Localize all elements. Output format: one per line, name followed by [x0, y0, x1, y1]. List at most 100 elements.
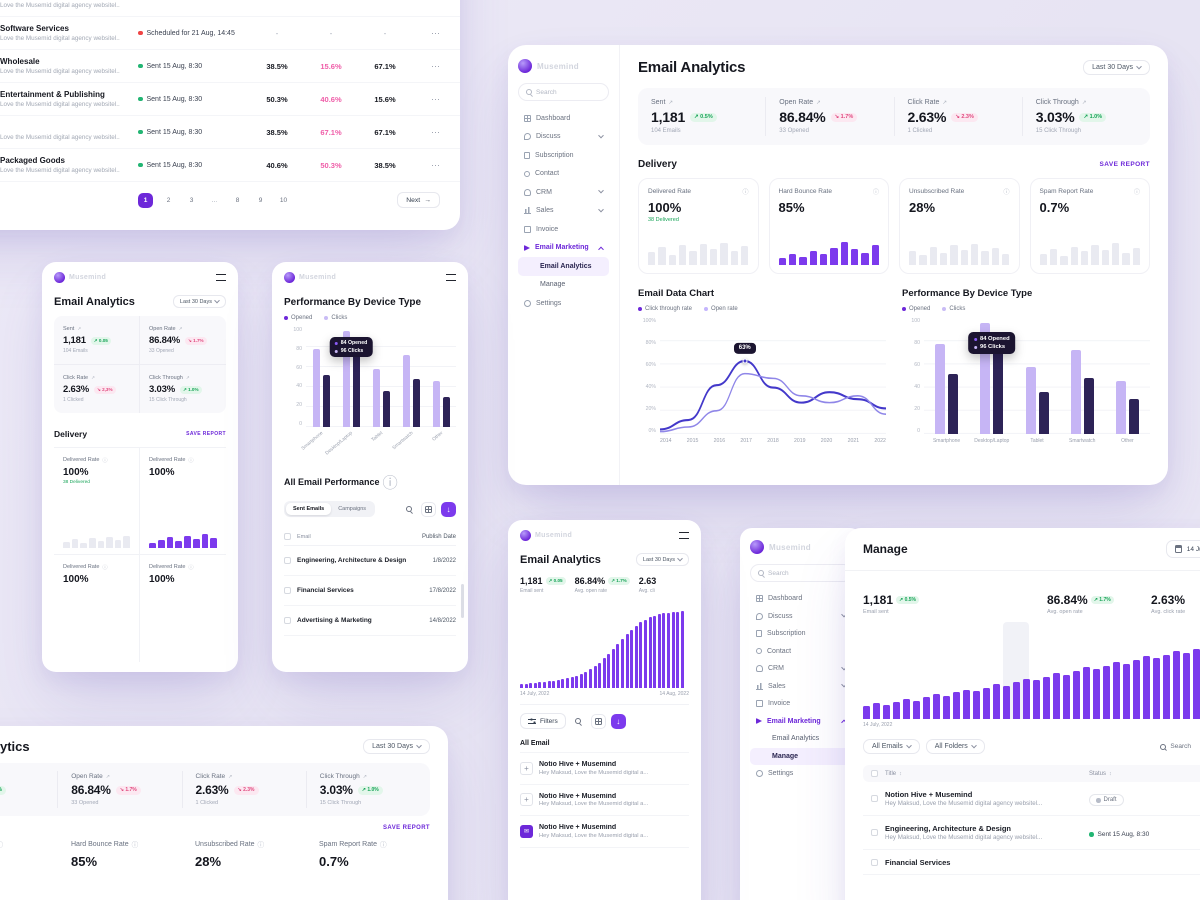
scrollbar[interactable] [461, 584, 464, 618]
page-button-10[interactable]: 10 [276, 193, 291, 208]
period-dropdown[interactable]: Last 30 Days [363, 739, 430, 754]
sidebar-item-discuss[interactable]: Discuss [518, 128, 609, 147]
email-list-item[interactable]: + Notio Hive + Musemind Hey Maksud, Love t… [520, 785, 689, 816]
period-dropdown[interactable]: Last 30 Days [1083, 60, 1150, 75]
sidebar-item-dashboard[interactable]: Dashboard [518, 109, 609, 128]
stat-click-rate: Click Rate ↗ 2.63% ↘ 2.3% 1 Clicked [181, 771, 306, 808]
y-tick: 60 [296, 364, 302, 371]
hamburger-menu-icon[interactable] [446, 274, 456, 281]
bar-plot-area: 84 Opened 96 Clicks [924, 318, 1150, 434]
bar-group-tablet [1014, 318, 1059, 434]
mobile-analytics-card: Musemind Email Analytics Last 30 Days Se… [42, 262, 238, 672]
bar-opened [432, 381, 440, 427]
sidebar-item-contact[interactable]: Contact [518, 165, 609, 184]
next-page-button[interactable]: Next → [397, 192, 440, 208]
bar [983, 687, 990, 719]
stat-label-text: Click Rate [63, 375, 89, 381]
bar [1163, 654, 1170, 719]
bar-group-tablet [366, 327, 396, 427]
bar-clicks [948, 373, 959, 434]
sidebar-item-settings[interactable]: Settings [750, 765, 852, 783]
page-button-3[interactable]: 3 [184, 193, 199, 208]
search-button[interactable]: Search [1160, 743, 1191, 750]
email-list-table-card: Love the Musemid digital agency websitel… [0, 0, 460, 230]
sidebar-item-settings[interactable]: Settings [518, 294, 609, 313]
page-button-1[interactable]: 1 [138, 192, 153, 208]
download-button[interactable]: ↓ [441, 501, 456, 517]
row-menu-button[interactable]: ⋯ [431, 60, 441, 71]
grid-view-icon[interactable] [421, 501, 436, 517]
search-input[interactable] [768, 569, 844, 577]
x-tick: 2015 [686, 438, 699, 444]
stat-sub: 15 Click Through [149, 397, 187, 403]
delta-badge: ↗ 0.5% [690, 112, 717, 122]
sidebar-item-contact[interactable]: Contact [750, 643, 852, 661]
row-title: Notion Hive + Musemind [885, 789, 973, 799]
sidebar-item-email-marketing[interactable]: Email Marketing [750, 713, 852, 731]
sidebar-item-invoice[interactable]: Invoice [750, 695, 852, 713]
sidebar-item-manage[interactable]: Manage [540, 281, 566, 289]
download-button[interactable]: ↓ [610, 713, 626, 729]
sidebar-item-email-analytics[interactable]: Email Analytics [518, 257, 609, 276]
grid-view-icon[interactable] [590, 713, 606, 729]
sidebar-item-email-marketing[interactable]: Email Marketing [518, 239, 609, 258]
search-icon[interactable] [571, 714, 586, 729]
search-input[interactable] [536, 88, 601, 96]
row-menu-button[interactable]: ⋯ [431, 126, 441, 137]
save-report-link[interactable]: SAVE REPORT [1099, 161, 1150, 168]
hamburger-menu-icon[interactable] [216, 274, 226, 281]
sidebar-item-subscription[interactable]: Subscription [750, 625, 852, 643]
hamburger-menu-icon[interactable] [679, 532, 689, 539]
email-list-item[interactable]: ✉ Notio Hive + Musemind Hey Maksud, Love t… [520, 816, 689, 848]
page-button-8[interactable]: 8 [230, 193, 245, 208]
send-icon [524, 244, 530, 251]
email-list-item[interactable]: + Notio Hive + Musemind Hey Maksud, Love t… [520, 753, 689, 785]
row-checkbox[interactable] [871, 858, 878, 866]
filter-dropdown-all-emails[interactable]: All Emails [863, 739, 920, 754]
row-checkbox[interactable] [284, 557, 291, 564]
period-dropdown[interactable]: Last 30 Days [635, 553, 689, 566]
select-all-checkbox[interactable] [871, 770, 878, 777]
row-menu-button[interactable]: ⋯ [431, 27, 441, 38]
row-menu-button[interactable]: ⋯ [431, 93, 441, 104]
date-range-picker[interactable]: 14 July, 2022 - 14 [1165, 540, 1200, 558]
search-icon[interactable] [401, 502, 416, 517]
bar [981, 251, 989, 265]
sidebar-item-sales[interactable]: Sales [750, 678, 852, 696]
period-dropdown[interactable]: Last 30 Days [172, 295, 226, 308]
row-checkbox[interactable] [871, 829, 878, 836]
sidebar-search[interactable] [750, 564, 852, 582]
select-all-checkbox[interactable] [284, 533, 291, 540]
tab-sent-emails[interactable]: Sent Emails [286, 503, 332, 515]
page-button-9[interactable]: 9 [253, 193, 268, 208]
sidebar-item-dashboard[interactable]: Dashboard [750, 590, 852, 608]
tab-campaigns[interactable]: Campaigns [331, 503, 373, 515]
save-report-link[interactable]: SAVE REPORT [186, 431, 226, 437]
sidebar-item-discuss[interactable]: Discuss [750, 608, 852, 626]
bar [919, 254, 927, 265]
x-label: Smartwatch [1069, 438, 1096, 444]
row-checkbox[interactable] [871, 795, 878, 802]
sidebar-search[interactable] [518, 83, 609, 101]
row-checkbox[interactable] [284, 587, 291, 594]
period-label: Last 30 Days [179, 298, 212, 305]
main-content: Email Analytics Last 30 Days Sent ↗ 1,181 ↗… [620, 45, 1168, 485]
sidebar-item-subscription[interactable]: Subscription [518, 146, 609, 165]
sidebar-item-sales[interactable]: Sales [518, 202, 609, 221]
filters-button[interactable]: Filters [520, 713, 566, 729]
filter-dropdown-all-folders[interactable]: All Folders [925, 739, 985, 754]
save-report-link[interactable]: SAVE REPORT [383, 825, 430, 831]
sidebar-item-invoice[interactable]: Invoice [518, 220, 609, 239]
row-checkbox[interactable] [284, 617, 291, 624]
bar [850, 249, 859, 265]
bar [840, 241, 848, 265]
sidebar-item-manage[interactable]: Manage [750, 747, 852, 765]
bar [710, 249, 718, 265]
sidebar-item-email-analytics[interactable]: Email Analytics [772, 735, 820, 743]
sidebar-item-crm[interactable]: CRM [750, 660, 852, 678]
y-tick: 0% [648, 428, 657, 434]
row-menu-button[interactable]: ⋯ [431, 159, 441, 170]
table-row: Advertising & Marketing 14/8/2022 [284, 606, 456, 636]
page-button-2[interactable]: 2 [161, 193, 176, 208]
sidebar-item-crm[interactable]: CRM [518, 183, 609, 202]
